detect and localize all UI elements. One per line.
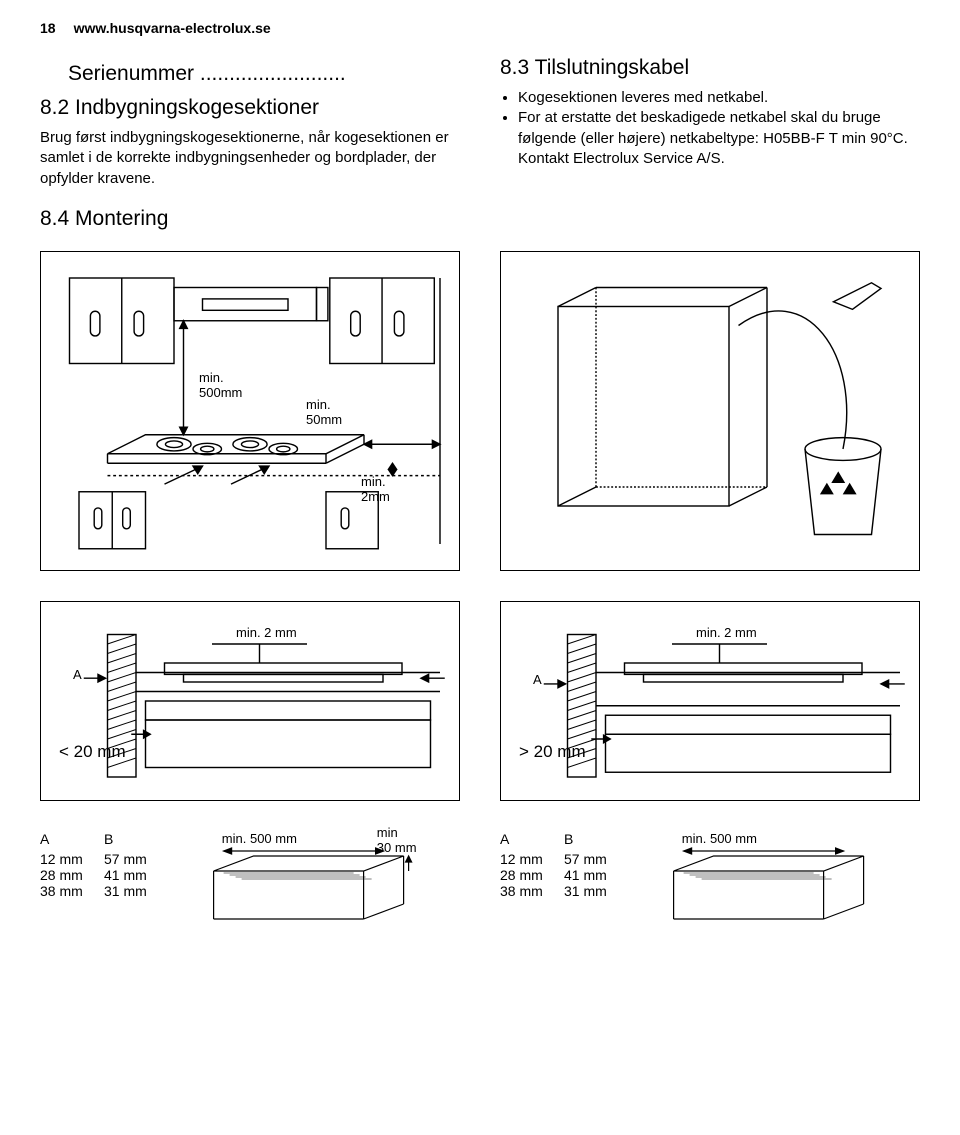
label-min2: min. 2mm	[361, 474, 390, 504]
kitchen-svg	[41, 252, 459, 570]
figure-row-1: min. 500mm min. 50mm min. 2mm	[40, 251, 920, 571]
site-url: www.husqvarna-electrolux.se	[74, 20, 271, 36]
label-gt20: > 20 mm	[519, 742, 586, 762]
bottom-row: A B 12 mm 57 mm 28 mm 41 mm 38 mm 31 mm	[40, 831, 920, 931]
label-min50: min. 50mm	[306, 397, 342, 427]
sec-8-4-title: 8.4 Montering	[40, 207, 460, 231]
ab-table-left: A B 12 mm 57 mm 28 mm 41 mm 38 mm 31 mm	[40, 831, 147, 899]
bottom-left: A B 12 mm 57 mm 28 mm 41 mm 38 mm 31 mm	[40, 831, 460, 931]
cell-l-2b: 31 mm	[104, 883, 147, 899]
fig-gt20: min. 2 mm A B > 20 mm	[500, 601, 920, 801]
right-col: 8.3 Tilslutningskabel Kogesektionen leve…	[500, 56, 920, 231]
sec-8-3-title: 8.3 Tilslutningskabel	[500, 56, 920, 80]
cell-l-0b: 57 mm	[104, 851, 147, 867]
cell-r-0b: 57 mm	[564, 851, 607, 867]
fig-cabinet-recycle	[500, 251, 920, 571]
label-min2mm-l: min. 2 mm	[236, 625, 297, 640]
left-col: Serienummer ......................... 8.…	[40, 56, 460, 231]
bullet-0: Kogesektionen leveres med netkabel.	[518, 88, 920, 108]
cell-l-2a: 38 mm	[40, 883, 86, 899]
fig-lt20: min. 2 mm A B < 20 mm	[40, 601, 460, 801]
sec-8-2-title: 8.2 Indbygningskogesektioner	[40, 96, 460, 120]
ab-table-right: A B 12 mm 57 mm 28 mm 41 mm 38 mm 31 mm	[500, 831, 607, 899]
label-min2mm-r: min. 2 mm	[696, 625, 757, 640]
label-lt20: < 20 mm	[59, 742, 126, 762]
label-min30: min 30 mm	[377, 825, 417, 855]
top-columns: Serienummer ......................... 8.…	[40, 56, 920, 231]
cabinet-svg	[501, 252, 919, 570]
label-min500-r: min. 500 mm	[682, 831, 757, 846]
cell-r-2b: 31 mm	[564, 883, 607, 899]
cell-l-1b: 41 mm	[104, 867, 147, 883]
cell-r-1a: 28 mm	[500, 867, 546, 883]
bottom-right: A B 12 mm 57 mm 28 mm 41 mm 38 mm 31 mm	[500, 831, 920, 931]
label-A-r: A	[533, 672, 542, 687]
serial-line: Serienummer .........................	[68, 62, 460, 86]
th-A-r: A	[500, 831, 546, 847]
cell-r-0a: 12 mm	[500, 851, 546, 867]
th-B-l: B	[104, 831, 113, 847]
label-A-l: A	[73, 667, 82, 682]
mini-fig-left: min. 500 mm min 30 mm	[167, 831, 460, 931]
th-B-r: B	[564, 831, 573, 847]
page-number: 18	[40, 20, 56, 36]
th-A-l: A	[40, 831, 86, 847]
serial-dots: .........................	[200, 62, 346, 85]
mini-fig-right: min. 500 mm	[627, 831, 920, 931]
fig-kitchen: min. 500mm min. 50mm min. 2mm	[40, 251, 460, 571]
sec-8-2-body: Brug først indbygningskogesektionerne, n…	[40, 128, 460, 189]
sec-8-3-bullets: Kogesektionen leveres med netkabel. For …	[518, 88, 920, 169]
mini-right-svg	[627, 831, 920, 931]
cell-r-1b: 41 mm	[564, 867, 607, 883]
figure-row-2: min. 2 mm A B < 20 mm	[40, 601, 920, 801]
cell-l-0a: 12 mm	[40, 851, 86, 867]
bullet-1: For at erstatte det beskadigede netkabel…	[518, 108, 920, 169]
label-min500: min. 500mm	[199, 370, 242, 400]
serial-label: Serienummer	[68, 62, 194, 85]
page-header: 18 www.husqvarna-electrolux.se	[40, 20, 920, 36]
cell-l-1a: 28 mm	[40, 867, 86, 883]
label-min500-l: min. 500 mm	[222, 831, 297, 846]
cell-r-2a: 38 mm	[500, 883, 546, 899]
